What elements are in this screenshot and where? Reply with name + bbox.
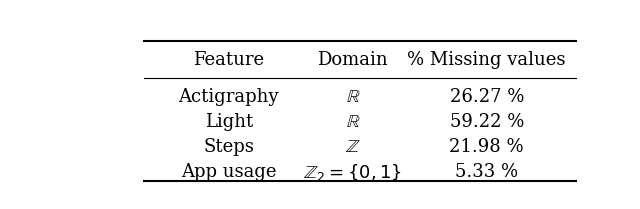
Text: % Missing values: % Missing values	[408, 51, 566, 69]
Text: 21.98 %: 21.98 %	[449, 138, 524, 156]
Text: $\mathbb{R}$: $\mathbb{R}$	[346, 113, 360, 131]
Text: Feature: Feature	[193, 51, 264, 69]
Text: Steps: Steps	[204, 138, 254, 156]
Text: $\mathbb{R}$: $\mathbb{R}$	[346, 88, 360, 107]
Text: Actigraphy: Actigraphy	[179, 88, 279, 107]
Text: Domain: Domain	[317, 51, 388, 69]
Text: 5.33 %: 5.33 %	[455, 163, 518, 181]
Text: 59.22 %: 59.22 %	[449, 113, 524, 131]
Text: App usage: App usage	[181, 163, 276, 181]
Text: 26.27 %: 26.27 %	[449, 88, 524, 107]
Text: $\mathbb{Z}$: $\mathbb{Z}$	[345, 138, 360, 156]
Text: Light: Light	[205, 113, 253, 131]
Text: $\mathbb{Z}_2 = \{0,1\}$: $\mathbb{Z}_2 = \{0,1\}$	[303, 162, 403, 183]
